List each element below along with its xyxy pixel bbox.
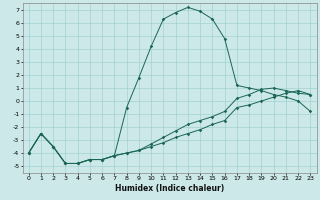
X-axis label: Humidex (Indice chaleur): Humidex (Indice chaleur) — [115, 184, 224, 193]
